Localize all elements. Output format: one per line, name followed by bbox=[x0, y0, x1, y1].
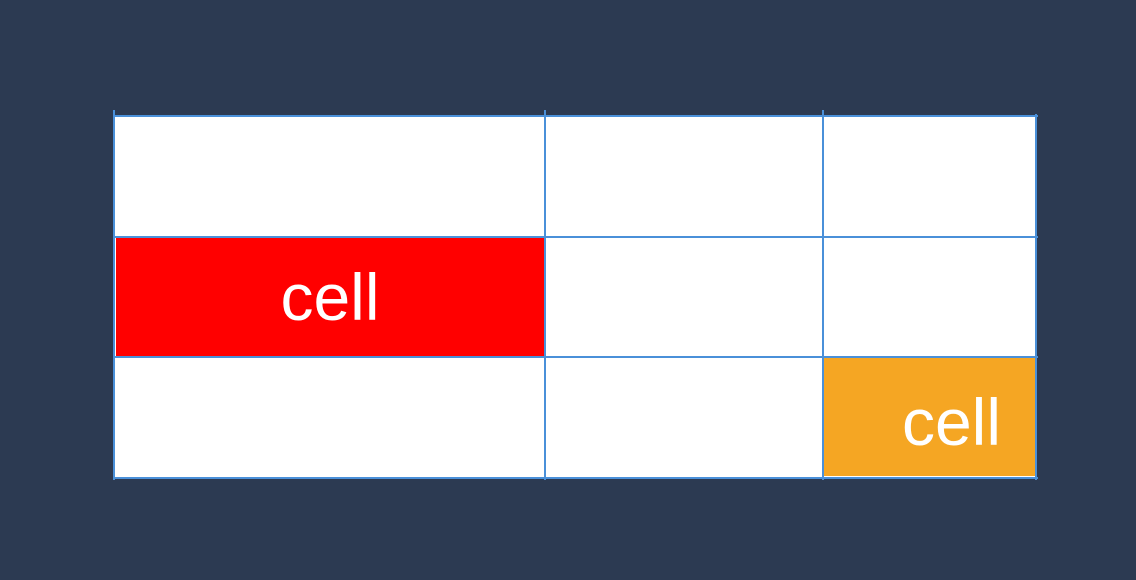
highlighted-cell-red: cell bbox=[116, 238, 544, 356]
cell-label: cell bbox=[901, 385, 1001, 459]
cell-label: cell bbox=[280, 260, 380, 334]
table-grid: cell cell bbox=[114, 115, 1037, 478]
highlighted-cell-orange: cell bbox=[823, 358, 1035, 476]
